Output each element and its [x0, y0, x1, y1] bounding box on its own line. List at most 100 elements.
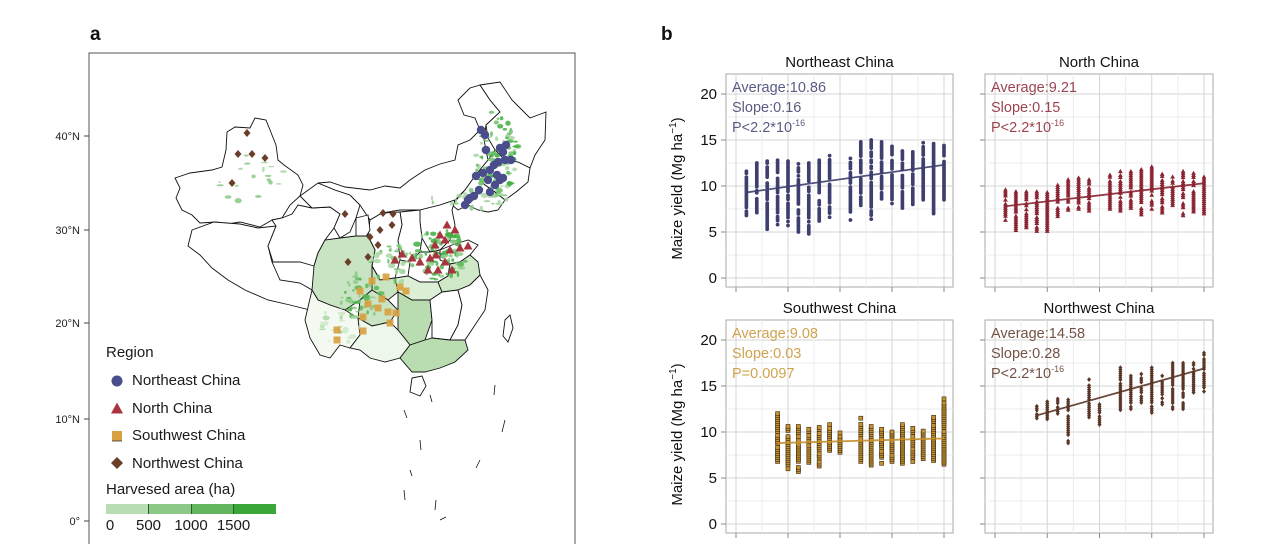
data-point: [931, 141, 936, 146]
harvested-area-patch: [352, 289, 355, 292]
data-point: [785, 424, 791, 429]
station-marker-diamond: [344, 258, 352, 266]
data-point: [1097, 402, 1102, 407]
harvested-area-patch: [445, 232, 454, 238]
plot-title: Southwest China: [783, 300, 897, 317]
harvested-area-patch: [512, 145, 520, 148]
station-marker-diamond: [261, 154, 269, 162]
harvested-area-patch: [373, 258, 381, 264]
harvested-area-patch: [369, 307, 374, 311]
harvested-area-patch: [396, 258, 401, 260]
station-marker-diamond: [248, 150, 256, 158]
harvested-area-patch: [489, 151, 495, 154]
island-dash: [429, 394, 433, 403]
harvested-area-title: Harvesed area (ha): [106, 481, 236, 498]
harvested-area-patch: [372, 311, 376, 316]
harvested-area-patch: [280, 170, 287, 173]
data-point: [910, 426, 916, 431]
data-point: [869, 209, 874, 213]
station-marker-triangle: [415, 257, 425, 266]
data-point: [786, 223, 790, 228]
data-point: [900, 189, 905, 194]
harvested-area-patch: [348, 334, 357, 340]
data-point: [1191, 366, 1196, 372]
station-marker-diamond: [389, 210, 397, 218]
harvested-area-patch: [234, 184, 239, 187]
harvested-area-patch: [410, 263, 415, 268]
station-marker-triangle: [390, 255, 400, 264]
data-point: [1045, 399, 1050, 405]
island-dash: [475, 459, 481, 469]
harvested-area-patch: [376, 274, 381, 280]
data-point: [889, 453, 895, 458]
harvested-area-patch: [254, 195, 262, 198]
data-point: [869, 180, 874, 185]
harvested-area-patch: [438, 274, 445, 278]
station-marker-diamond: [228, 179, 236, 187]
data-point: [941, 396, 947, 402]
harvested-area-colorbar: [106, 504, 276, 514]
data-point: [931, 423, 936, 428]
harvested-area-patch: [391, 262, 395, 268]
y-axis-label: Maize yield (Mg ha−1): [668, 117, 686, 259]
harvested-area-patch: [388, 248, 392, 252]
harvested-area-patch: [487, 157, 496, 162]
data-point: [775, 176, 780, 181]
station-marker-square: [356, 287, 364, 295]
y-tick-label: 0: [709, 516, 717, 533]
legend-item-northwest: Northwest China: [106, 450, 276, 478]
data-point: [806, 426, 812, 432]
harvested-area-patch: [512, 167, 517, 172]
data-point: [796, 166, 801, 170]
harvested-area-patch: [451, 202, 460, 205]
harvested-area-patch: [224, 195, 232, 199]
station-marker-circle: [474, 185, 484, 195]
data-point: [1138, 205, 1144, 211]
data-point: [786, 159, 790, 164]
circle-marker-icon: [106, 374, 128, 388]
data-point: [890, 144, 894, 149]
data-point: [1034, 224, 1040, 229]
latitude-axis: 40°N 30°N 20°N 10°N 0°: [55, 131, 89, 528]
data-point: [858, 176, 863, 181]
data-point: [806, 161, 811, 165]
harvested-area-patch: [353, 280, 359, 284]
province-ningxia: [355, 214, 371, 241]
harvested-area-patch: [275, 183, 282, 185]
harvested-area-patch: [479, 205, 483, 211]
data-point: [848, 185, 853, 190]
data-point: [858, 415, 864, 421]
station-marker-triangle: [447, 265, 457, 274]
data-point: [775, 194, 780, 199]
harvested-area-patch: [456, 272, 460, 277]
square-marker-icon: [106, 429, 128, 443]
data-point: [920, 428, 926, 434]
colorbar-label: 1000: [174, 517, 208, 534]
harvested-area-patch: [358, 277, 362, 281]
harvested-area-patch: [339, 315, 343, 320]
harvested-area-patch: [373, 285, 380, 291]
harvested-area-patch: [386, 245, 392, 248]
station-marker-circle: [471, 171, 481, 181]
harvested-area-patch: [455, 198, 457, 204]
y-tick-label: 5: [709, 224, 717, 241]
station-marker-diamond: [364, 253, 372, 261]
data-point: [1107, 178, 1113, 183]
station-marker-diamond: [374, 241, 382, 249]
station-marker-triangle: [430, 240, 440, 249]
harvested-area-patch: [400, 260, 406, 267]
annotation-slope: Slope:0.28: [991, 346, 1060, 362]
station-marker-circle: [481, 145, 491, 155]
data-point: [1023, 211, 1029, 216]
data-point: [900, 161, 905, 166]
harvested-area-patch: [441, 254, 445, 260]
harvested-area-patch: [513, 140, 518, 143]
harvested-area-patch: [455, 261, 458, 266]
harvested-area-patch: [430, 247, 434, 252]
harvested-area-patch: [490, 153, 496, 156]
harvested-area-patch: [370, 258, 375, 262]
harvested-area-patch: [264, 174, 272, 177]
station-marker-circle: [483, 175, 493, 185]
data-point: [1118, 198, 1123, 203]
colorbar-bin: [234, 504, 276, 514]
